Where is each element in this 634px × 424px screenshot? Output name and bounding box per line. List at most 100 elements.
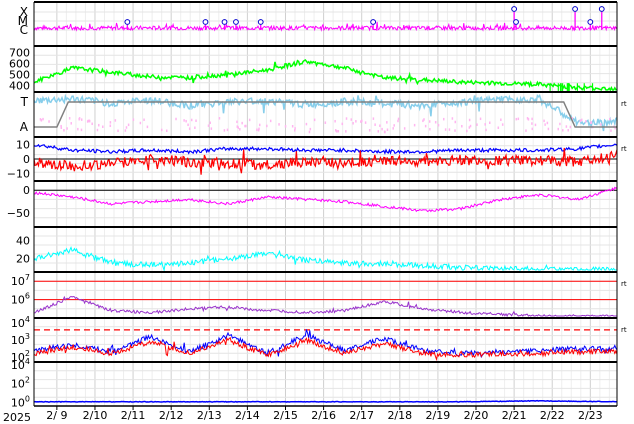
ta-scatter-mark <box>544 123 546 126</box>
y-tick-label: 100 <box>11 394 30 409</box>
ta-scatter-mark <box>444 128 447 131</box>
ta-scatter-mark <box>392 127 394 130</box>
ta-scatter-mark <box>562 129 564 132</box>
ta-scatter-mark <box>355 120 357 123</box>
ta-scatter-mark <box>194 126 196 129</box>
density-series-line <box>33 245 617 272</box>
ta-scatter-mark <box>525 129 527 132</box>
ta-scatter-mark <box>60 124 62 128</box>
xray-series-line <box>33 336 618 362</box>
ta-scatter-mark <box>424 124 427 128</box>
ta-scatter-mark <box>384 130 386 134</box>
ta-scatter-mark <box>223 129 226 132</box>
ta-scatter-mark <box>236 125 239 128</box>
ta-scatter-mark <box>377 130 380 133</box>
y-tick-label: 600 <box>9 58 30 71</box>
ta-scatter-mark <box>190 118 193 122</box>
x-tick-label: 2/23 <box>578 409 603 422</box>
y-tick-label: −10 <box>7 168 30 181</box>
ta-scatter-mark <box>386 121 388 124</box>
ta-scatter-mark <box>451 117 454 120</box>
y-tick-label: 103 <box>11 332 30 347</box>
ta-scatter-mark <box>335 130 338 133</box>
ta-scatter-mark <box>209 121 211 125</box>
ta-scatter-mark <box>114 119 117 122</box>
x-tick-label: 2/20 <box>464 409 489 422</box>
flare-marker <box>257 19 264 25</box>
ta-scatter-mark <box>305 122 308 126</box>
ta-scatter-mark <box>40 119 43 122</box>
y-tick-label: 106 <box>11 292 30 307</box>
ta-scatter-mark <box>284 125 287 128</box>
ta-scatter-mark <box>489 121 491 124</box>
x-tick-label: 2/10 <box>83 409 108 422</box>
ta-scatter-mark <box>334 129 337 132</box>
ta-scatter-mark <box>258 123 261 127</box>
ta-scatter-mark <box>207 124 210 127</box>
ta-scatter-mark <box>183 119 185 122</box>
ta-scatter-mark <box>527 118 530 121</box>
year-label: 2025 <box>3 411 31 424</box>
ta-scatter-mark <box>422 119 424 123</box>
ta-scatter-mark <box>497 126 500 129</box>
ta-scatter-mark <box>350 118 353 121</box>
flare-marker <box>221 19 228 25</box>
ta-scatter-mark <box>132 118 135 121</box>
ta-scatter-mark <box>397 119 399 123</box>
ta-scatter-mark <box>239 128 241 131</box>
ta-scatter-mark <box>258 127 260 131</box>
ta-scatter-mark <box>188 127 191 130</box>
ta-scatter-mark <box>146 125 149 129</box>
ta-scatter-mark <box>413 123 416 127</box>
dst-series-line <box>33 186 618 213</box>
flare-marker <box>572 6 578 12</box>
ta-scatter-mark <box>309 127 312 131</box>
ta-scatter-mark <box>585 120 587 123</box>
ta-scatter-mark <box>70 122 72 125</box>
ta-scatter-mark <box>313 118 316 122</box>
ta-threshold-line <box>34 101 617 128</box>
bz-series-line <box>33 147 618 175</box>
ta-scatter-mark <box>244 124 246 128</box>
ta-scatter-mark <box>334 119 336 123</box>
ta-scatter-mark <box>127 123 130 127</box>
ta-scatter-mark <box>614 126 616 130</box>
ta-scatter-mark <box>526 117 529 120</box>
y-tick-label: 104 <box>11 315 30 330</box>
ta-scatter-mark <box>485 128 487 132</box>
y-tick-label: 500 <box>9 68 30 81</box>
ta-scatter-mark <box>125 126 128 129</box>
flare-class-label: X <box>20 5 28 19</box>
ta-scatter-mark <box>429 127 431 131</box>
ta-scatter-mark <box>610 129 612 132</box>
ta-scatter-mark <box>515 117 518 121</box>
ta-scatter-mark <box>66 127 68 130</box>
ta-scatter-mark <box>308 130 311 134</box>
ta-scatter-mark <box>291 125 294 128</box>
ta-scatter-mark <box>567 129 569 132</box>
y-tick-label: 102 <box>11 376 30 391</box>
y-tick-label: −50 <box>7 207 30 220</box>
ta-scatter-mark <box>80 128 83 132</box>
ta-scatter-mark <box>175 117 177 121</box>
flare-marker <box>370 19 377 25</box>
ta-scatter-mark <box>187 123 189 127</box>
ta-scatter-mark <box>403 127 406 130</box>
flare-marker <box>202 19 209 25</box>
y-tick-label: 10 <box>16 138 30 151</box>
ta-scatter-mark <box>245 124 247 128</box>
ta-scatter-mark <box>266 124 268 128</box>
ta-scatter-mark <box>361 119 363 123</box>
ta-scatter-mark <box>256 128 258 132</box>
ta-scatter-mark <box>437 123 440 127</box>
protons-series-line <box>33 399 618 403</box>
ta-scatter-mark <box>368 129 371 132</box>
x-tick-label: 2/19 <box>426 409 451 422</box>
ta-scatter-mark <box>442 117 445 121</box>
x-tick-label: 2/13 <box>197 409 222 422</box>
ta-scatter-mark <box>500 118 502 122</box>
ta-scatter-mark <box>241 121 243 125</box>
x-tick-label: 2/18 <box>387 409 412 422</box>
flare-marker <box>598 6 605 12</box>
ta-scatter-mark <box>269 119 272 123</box>
